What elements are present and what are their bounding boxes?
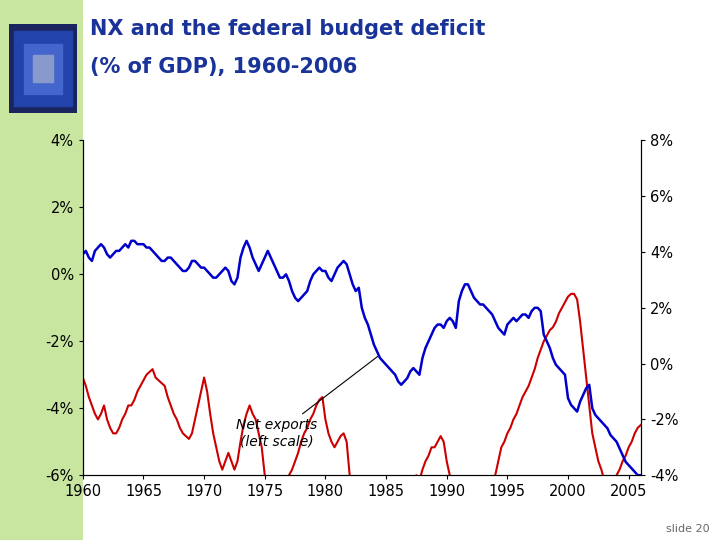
Text: Net exports
(left scale): Net exports (left scale) [236, 356, 378, 449]
Text: slide 20: slide 20 [665, 523, 709, 534]
Polygon shape [9, 24, 77, 113]
Polygon shape [32, 56, 53, 82]
Polygon shape [14, 31, 71, 106]
Text: Budget deficit
(right scale): Budget deficit (right scale) [0, 539, 1, 540]
Polygon shape [24, 44, 62, 94]
Text: (% of GDP), 1960-2006: (% of GDP), 1960-2006 [90, 57, 357, 77]
Text: NX and the federal budget deficit: NX and the federal budget deficit [90, 19, 485, 39]
